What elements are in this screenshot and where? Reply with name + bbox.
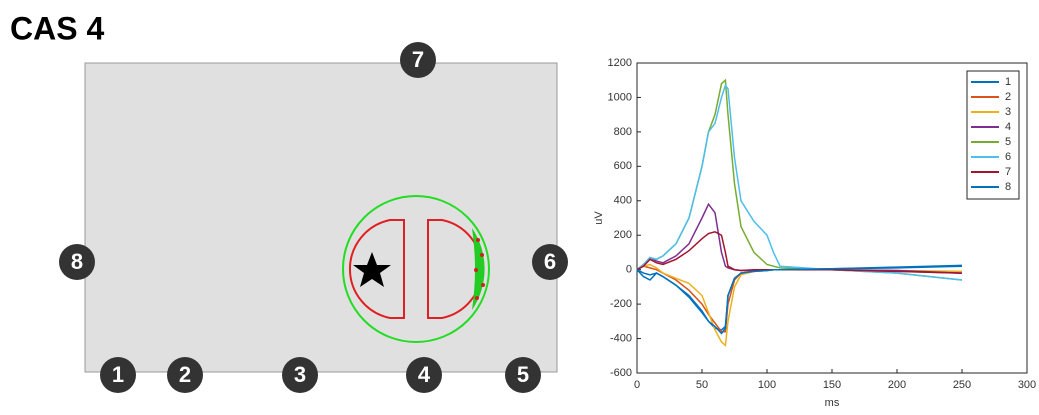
x-axis-label: ms bbox=[825, 397, 840, 409]
x-tick-label: 0 bbox=[634, 379, 640, 391]
electrode bbox=[505, 357, 541, 393]
x-tick-label: 300 bbox=[1018, 379, 1036, 391]
series-line bbox=[636, 83, 963, 281]
y-tick-label: 1000 bbox=[608, 91, 632, 103]
diagram-title: CAS 4 bbox=[10, 10, 104, 46]
electrode bbox=[532, 244, 568, 280]
legend-label: 2 bbox=[1005, 91, 1011, 103]
ablation-ring bbox=[342, 195, 490, 343]
pacing-site bbox=[353, 252, 391, 287]
y-tick-label: -200 bbox=[610, 298, 632, 310]
y-axis-label: uV bbox=[593, 211, 605, 225]
activation-front bbox=[472, 228, 485, 310]
y-tick-label: -600 bbox=[610, 367, 632, 379]
electrode bbox=[406, 357, 442, 393]
x-tick-label: 150 bbox=[823, 379, 841, 391]
electrode-label: 8 bbox=[71, 249, 83, 274]
legend-label: 1 bbox=[1005, 76, 1011, 88]
electrode-label: 6 bbox=[544, 249, 556, 274]
y-tick-label: 400 bbox=[614, 195, 632, 207]
electrode bbox=[59, 244, 95, 280]
legend-label: 7 bbox=[1005, 166, 1011, 178]
electrode-label: 3 bbox=[294, 362, 306, 387]
x-tick-label: 100 bbox=[758, 379, 776, 391]
electrode-label: 4 bbox=[418, 362, 431, 387]
electrode bbox=[100, 357, 136, 393]
legend-label: 6 bbox=[1005, 151, 1011, 163]
y-tick-label: 0 bbox=[626, 264, 632, 276]
electrode-label: 2 bbox=[179, 362, 191, 387]
electrode bbox=[282, 357, 318, 393]
activation-dots bbox=[474, 238, 485, 300]
electrode-label: 5 bbox=[517, 362, 529, 387]
electrode-label: 1 bbox=[112, 362, 124, 387]
y-tick-label: 200 bbox=[614, 229, 632, 241]
legend-label: 5 bbox=[1005, 136, 1011, 148]
y-tick-label: 1200 bbox=[608, 57, 632, 69]
x-tick-label: 200 bbox=[888, 379, 906, 391]
legend-label: 3 bbox=[1005, 106, 1011, 118]
legend-label: 4 bbox=[1005, 121, 1011, 133]
electrode bbox=[400, 42, 436, 78]
y-tick-label: 800 bbox=[614, 126, 632, 138]
lesion-left bbox=[348, 219, 405, 319]
y-tick-label: -400 bbox=[610, 332, 632, 344]
x-tick-label: 250 bbox=[953, 379, 971, 391]
x-tick-label: 50 bbox=[696, 379, 708, 391]
electrode bbox=[167, 357, 203, 393]
electrode-label: 7 bbox=[412, 47, 424, 72]
legend-box bbox=[966, 70, 1020, 200]
legend-label: 8 bbox=[1005, 181, 1011, 193]
tissue-area bbox=[84, 62, 558, 373]
series-line bbox=[636, 264, 963, 335]
y-tick-label: 600 bbox=[614, 160, 632, 172]
